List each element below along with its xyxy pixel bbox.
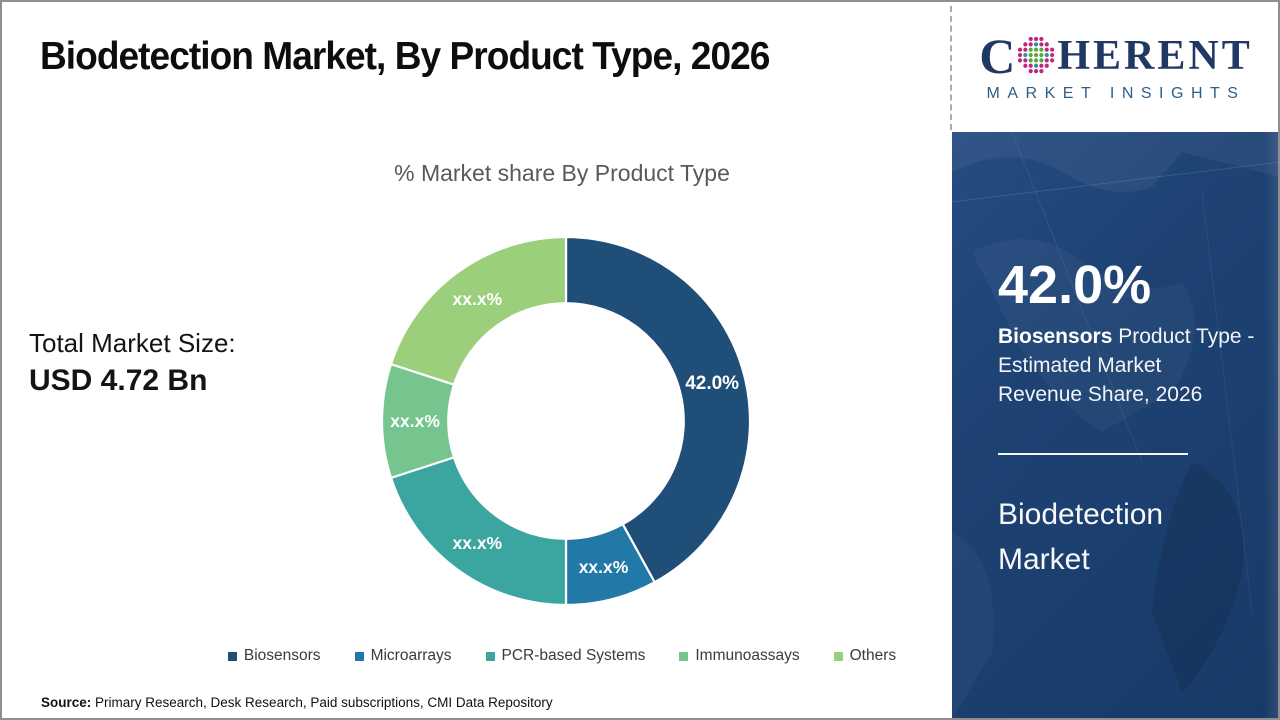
dashed-divider: [950, 6, 952, 130]
legend-item-microarrays: Microarrays: [354, 647, 452, 665]
donut-segment-label: xx.x%: [579, 557, 629, 577]
legend-swatch-icon: [485, 651, 495, 661]
chart-legend: Biosensors Microarrays PCR-based Systems Im…: [187, 647, 937, 665]
highlight-stat-segment: Biosensors: [998, 325, 1113, 348]
donut-chart: 42.0% xx.x% xx.x% xx.x% xx.x%: [371, 226, 761, 616]
donut-segment-others: [389, 235, 568, 386]
donut-segment-label: xx.x%: [390, 411, 440, 431]
highlight-panel: 42.0% Biosensors Product Type - Estimate…: [952, 132, 1278, 718]
donut-chart-svg: 42.0% xx.x% xx.x% xx.x% xx.x%: [380, 235, 752, 607]
logo-globe-dots-icon: [1018, 36, 1055, 74]
legend-swatch-icon: [833, 651, 843, 661]
donut-segment-biosensors: [564, 235, 752, 584]
logo-letter-c: C: [979, 28, 1016, 84]
highlight-stat-description: Biosensors Product Type - Estimated Mark…: [998, 325, 1255, 406]
legend-label: Others: [849, 647, 897, 664]
brand-logo-wordmark: C HERENT: [979, 31, 1252, 81]
legend-swatch-icon: [354, 651, 364, 661]
source-text: Primary Research, Desk Research, Paid su…: [91, 695, 553, 710]
total-market-size-value: USD 4.72 Bn: [29, 364, 208, 397]
brand-logo: C HERENT MARKET INSIGHTS: [952, 2, 1278, 132]
legend-label: PCR-based Systems: [501, 647, 646, 664]
donut-segment-pcr-based-systems: [389, 456, 568, 607]
donut-segment-label: xx.x%: [453, 289, 503, 309]
logo-letters-herent: HERENT: [1057, 33, 1253, 79]
legend-label: Biosensors: [243, 647, 321, 664]
panel-divider-line: [998, 453, 1188, 455]
legend-swatch-icon: [679, 651, 689, 661]
legend-swatch-icon: [227, 651, 237, 661]
brand-logo-subtitle: MARKET INSIGHTS: [986, 85, 1246, 102]
total-market-size-label: Total Market Size:: [29, 328, 236, 358]
panel-report-title: Biodetection Market: [998, 498, 1164, 576]
legend-label: Microarrays: [370, 647, 452, 664]
world-map-texture: [952, 132, 1278, 718]
source-label: Source:: [41, 695, 92, 710]
donut-segment-label: 42.0%: [685, 373, 739, 394]
chart-title: % Market share By Product Type: [394, 160, 730, 186]
legend-item-others: Others: [833, 647, 897, 665]
page-title: Biodetection Market, By Product Type, 20…: [40, 35, 770, 78]
legend-label: Immunoassays: [695, 647, 800, 664]
donut-segment-label: xx.x%: [453, 533, 503, 553]
highlight-panel-content: 42.0% Biosensors Product Type - Estimate…: [952, 132, 1278, 718]
legend-item-immunoassays: Immunoassays: [679, 647, 800, 665]
highlight-stat-value: 42.0%: [998, 255, 1152, 315]
legend-item-biosensors: Biosensors: [227, 647, 321, 665]
total-market-size: Total Market Size: USD 4.72 Bn: [29, 328, 236, 398]
source-note: Source: Primary Research, Desk Research,…: [41, 695, 553, 710]
legend-item-pcr-based-systems: PCR-based Systems: [485, 647, 646, 665]
